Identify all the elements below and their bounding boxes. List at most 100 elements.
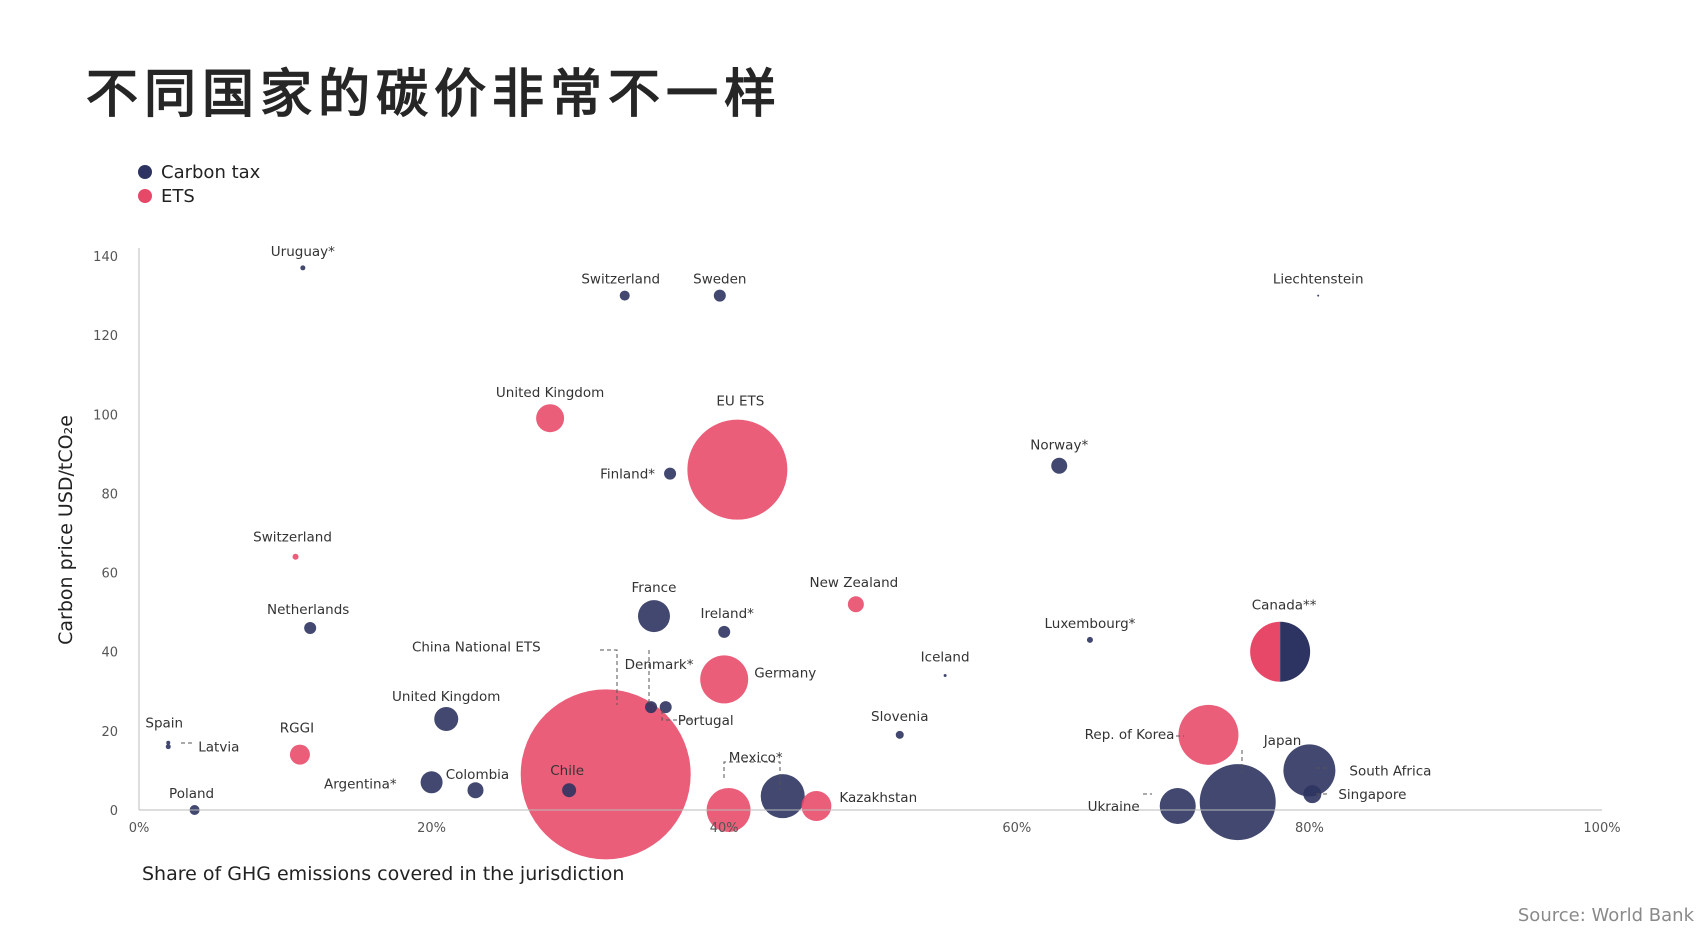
bubble-ets-kazakhstan	[801, 791, 832, 822]
leader-line	[661, 710, 695, 721]
bubble-ets-eu-ets	[687, 419, 788, 520]
bubble-ets-switzerland	[292, 553, 299, 560]
bubble-tax-sweden	[713, 289, 726, 302]
bubble-ets-rggi	[289, 744, 310, 765]
point-label-tax-slovenia: Slovenia	[871, 709, 928, 725]
y-tick-label: 0	[110, 804, 118, 819]
y-tick-labels: 0 20 40 60 80 100 120 140	[93, 250, 118, 819]
bubble-tax-united-kingdom	[434, 706, 459, 731]
x-tick-label: 60%	[1002, 821, 1031, 836]
point-label-tax-japan: Japan	[1263, 733, 1302, 749]
point-label-tax-liechtenstein: Liechtenstein	[1273, 272, 1364, 288]
legend-label-ets: ETS	[161, 185, 195, 207]
legend-swatch-carbon-tax	[138, 165, 152, 179]
point-label-ets-germany: Germany	[754, 665, 816, 681]
chart-legend: Carbon tax ETS	[138, 160, 260, 208]
point-label-tax-poland: Poland	[169, 786, 214, 802]
x-axis-title: Share of GHG emissions covered in the ju…	[142, 863, 624, 885]
bubble-tax-netherlands	[304, 621, 317, 634]
x-tick-label: 100%	[1583, 821, 1620, 836]
point-label-tax-ireland: Ireland*	[700, 606, 754, 622]
point-label-tax-uruguay: Uruguay*	[271, 244, 335, 260]
point-label-tax-chile: Chile	[550, 763, 584, 779]
bubble-tax-south-africa	[1283, 744, 1336, 797]
point-label-tax-latvia: Latvia	[198, 740, 239, 756]
point-label-tax-ukraine: Ukraine	[1088, 799, 1140, 815]
point-label-tax-sweden: Sweden	[693, 272, 746, 288]
bubble-tax-ukraine	[1159, 788, 1196, 825]
point-label-tax-france: France	[632, 580, 677, 596]
legend-item-carbon-tax: Carbon tax	[138, 160, 260, 184]
page-title: 不同国家的碳价非常不一样	[86, 65, 783, 125]
bubble-tax-switzerland	[619, 290, 630, 301]
bubble-tax-denmark	[645, 701, 658, 714]
point-label-tax-norway: Norway*	[1030, 438, 1088, 454]
point-label-ets-united-kingdom: United Kingdom	[496, 385, 604, 401]
bubble-tax-argentina	[420, 771, 443, 794]
bubble-tax-france	[637, 600, 670, 633]
point-label-tax-colombia: Colombia	[446, 767, 509, 783]
y-tick-label: 60	[101, 567, 118, 582]
x-tick-labels: 0% 20% 40% 60% 80% 100%	[129, 821, 1621, 836]
bubble-tax-spain	[166, 740, 171, 745]
point-label-tax-denmark: Denmark*	[625, 657, 694, 673]
legend-label-carbon-tax: Carbon tax	[161, 161, 261, 183]
source-note: Source: World Bank	[1517, 905, 1694, 926]
bubble-ets-canada	[1250, 621, 1281, 682]
x-tick-label: 80%	[1295, 821, 1324, 836]
point-label-ets-china-national-ets: China National ETS	[412, 639, 541, 655]
leader-line	[723, 761, 781, 790]
point-label-ets-switzerland: Switzerland	[253, 530, 332, 546]
bubble-tax-singapore	[1303, 785, 1322, 804]
point-label-tax-luxembourg: Luxembourg*	[1045, 616, 1136, 632]
point-label-ets-new-zealand: New Zealand	[810, 575, 899, 591]
bubble-tax-finland	[664, 467, 677, 480]
point-label-tax-spain: Spain	[145, 716, 183, 732]
bubble-tax-latvia	[165, 744, 171, 750]
bubble-tax-norway	[1051, 457, 1068, 474]
bubble-tax-luxembourg	[1086, 636, 1093, 643]
x-tick-label: 0%	[129, 821, 150, 836]
bubble-tax-mexico	[760, 774, 805, 819]
point-label-tax-united-kingdom: United Kingdom	[392, 689, 500, 705]
point-label-ets-kazakhstan: Kazakhstan	[839, 790, 917, 806]
bubble-ets-germany	[700, 655, 749, 704]
y-tick-label: 100	[93, 408, 118, 423]
legend-item-ets: ETS	[138, 184, 260, 208]
bubble-tax-uruguay	[300, 265, 306, 271]
bubble-tax-slovenia	[895, 730, 904, 739]
bubble-tax-chile	[562, 783, 577, 798]
bubble-tax-iceland	[943, 673, 947, 677]
bubble-tax-portugal	[659, 701, 672, 714]
axes	[138, 248, 1602, 811]
bubble-tax-japan	[1199, 764, 1276, 841]
point-label-tax-switzerland: Switzerland	[581, 272, 660, 288]
bubble-ets-new-zealand	[847, 596, 864, 613]
point-label-ets-rep-of-korea: Rep. of Korea	[1085, 727, 1175, 743]
x-tick-label: 40%	[710, 821, 739, 836]
bubble-ets-rep-of-korea	[1178, 704, 1239, 765]
bubble-tax-colombia	[467, 782, 484, 799]
point-labels: Uruguay* Switzerland Sweden Liechtenstein Fi…	[145, 244, 1431, 815]
point-label-tax-argentina: Argentina*	[324, 776, 397, 792]
bubble-layer	[165, 265, 1336, 860]
canada-split-layer	[1250, 621, 1311, 682]
leader-line	[600, 649, 618, 705]
y-tick-label: 140	[93, 250, 118, 265]
point-label-tax-finland: Finland*	[600, 467, 655, 483]
bubble-ets-china-national-ets	[520, 689, 691, 860]
point-label-tax-singapore: Singapore	[1338, 787, 1406, 803]
point-label-tax-iceland: Iceland	[921, 649, 970, 665]
legend-swatch-ets	[138, 189, 152, 203]
y-tick-label: 40	[101, 646, 118, 661]
point-label-tax-south-africa: South Africa	[1349, 763, 1431, 779]
bubble-tax-canada	[1280, 621, 1311, 682]
y-tick-label: 80	[101, 487, 118, 502]
point-label-ets-rggi: RGGI	[280, 721, 314, 737]
point-label-tax-mexico: Mexico*	[729, 750, 783, 766]
bubble-tax-liechtenstein	[1317, 294, 1320, 297]
point-label-tax-canada: Canada**	[1252, 598, 1317, 614]
bubble-tax-ireland	[718, 625, 731, 638]
point-label-tax-portugal: Portugal	[678, 713, 734, 729]
